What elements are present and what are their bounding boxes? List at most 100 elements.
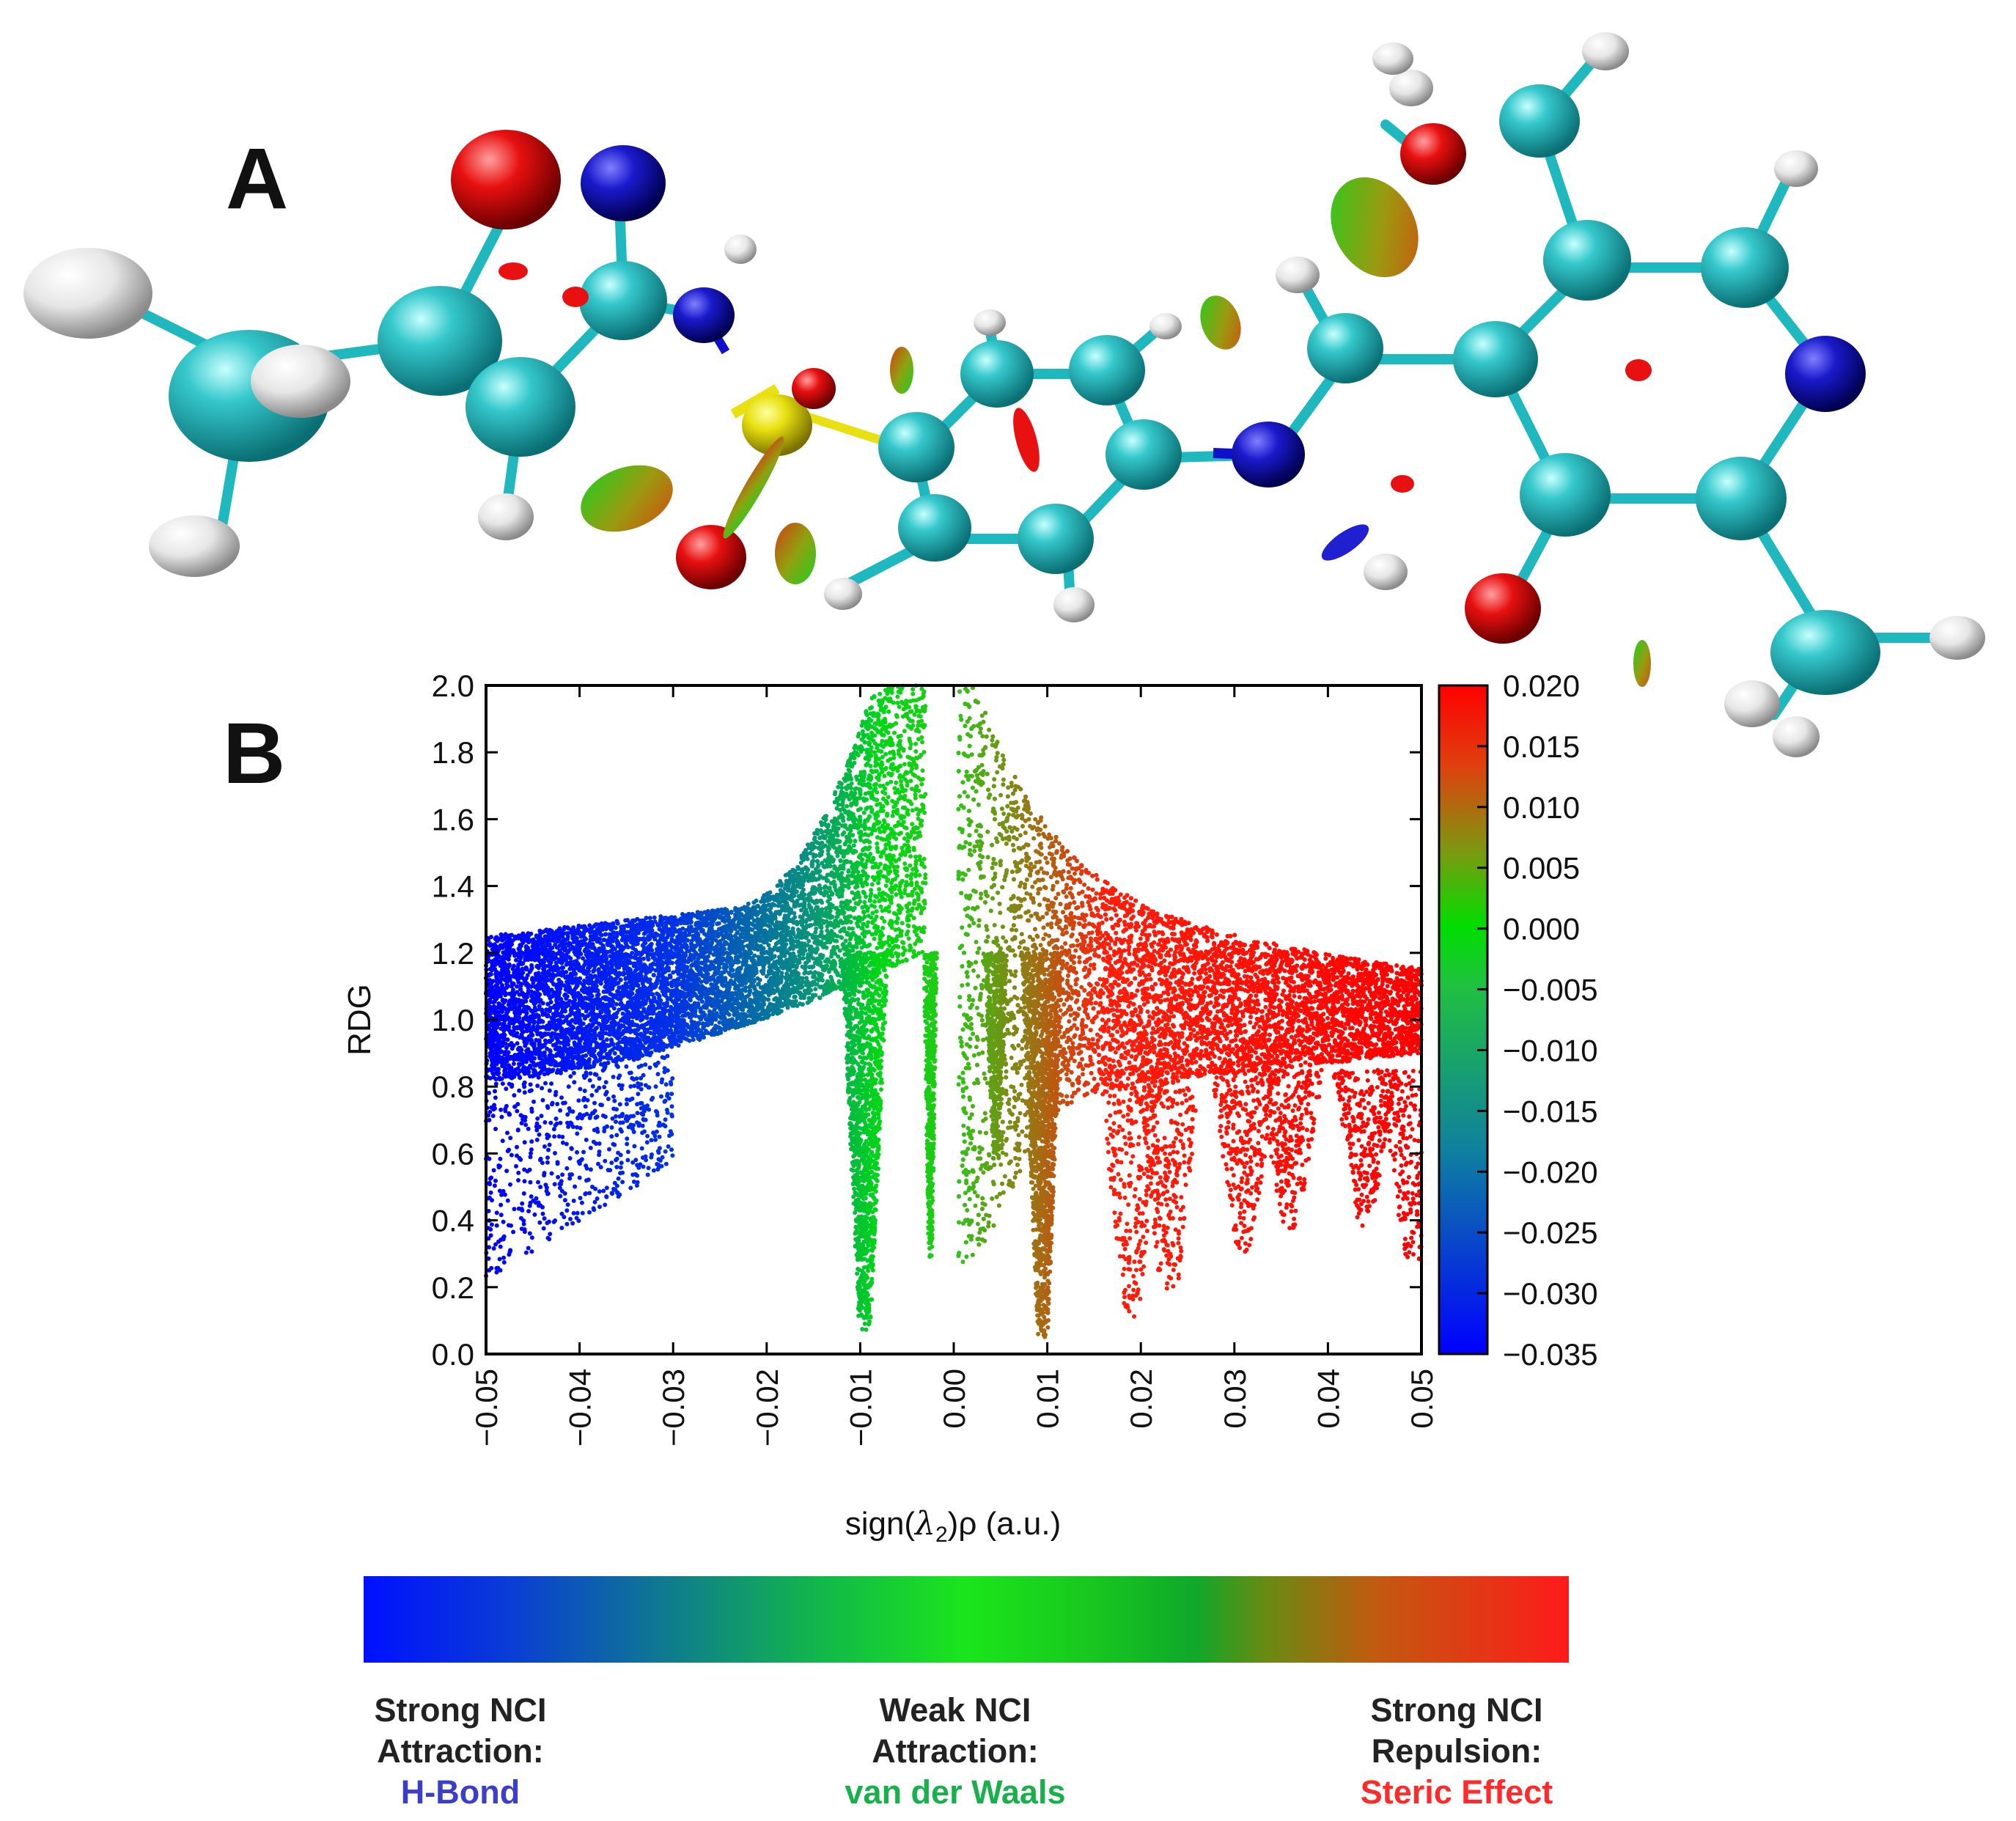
scatter-point — [850, 890, 855, 895]
scatter-point — [563, 1067, 568, 1073]
scatter-point — [826, 969, 831, 974]
scatter-point — [560, 1014, 565, 1019]
scatter-point — [913, 874, 919, 878]
scatter-point — [509, 1046, 515, 1051]
panel-b-label: B — [223, 704, 285, 803]
scatter-point — [881, 818, 886, 823]
scatter-point — [877, 826, 882, 831]
scatter-point — [913, 826, 918, 831]
scatter-point — [877, 772, 882, 777]
scatter-point — [848, 860, 853, 864]
scatter-point — [564, 1049, 569, 1054]
scatter-point — [902, 762, 907, 767]
scatter-point — [863, 791, 868, 796]
scatter-point — [910, 687, 916, 692]
scatter-point — [892, 730, 897, 735]
scatter-point — [898, 763, 902, 768]
scatter-point — [910, 822, 915, 827]
scatter-point — [845, 803, 850, 809]
scatter-point — [897, 857, 902, 861]
scatter-point — [921, 856, 927, 861]
scatter-point — [914, 906, 919, 911]
scatter-point — [912, 830, 916, 835]
scatter-point — [907, 893, 912, 897]
scatter-point — [669, 926, 674, 931]
nci-isosurfaces — [499, 177, 1652, 687]
scatter-point — [795, 960, 801, 965]
scatter-point — [511, 1062, 516, 1066]
scatter-point — [914, 698, 919, 703]
scatter-point — [779, 974, 784, 979]
scatter-point — [905, 839, 910, 844]
scatter-point — [872, 899, 877, 904]
scatter-point — [875, 841, 880, 846]
panel-a-label: A — [226, 129, 288, 229]
scatter-point — [889, 847, 894, 852]
scatter-point — [875, 865, 880, 869]
scatter-point — [862, 740, 867, 745]
scatter-point — [869, 745, 874, 750]
scatter-point — [564, 970, 569, 974]
scatter-point — [858, 814, 862, 820]
molecule-atoms — [23, 32, 1985, 757]
scatter-point — [864, 846, 869, 851]
scatter-point — [756, 982, 760, 987]
scatter-point — [866, 920, 871, 925]
scatter-point — [487, 1000, 492, 1005]
scatter-point — [895, 694, 900, 699]
scatter-point — [878, 933, 883, 938]
scatter-point — [908, 742, 913, 747]
scatter-point — [891, 864, 897, 869]
scatter-point — [837, 948, 842, 953]
scatter-point — [908, 863, 913, 868]
scatter-point — [883, 883, 889, 889]
scatter-point — [842, 830, 847, 835]
scatter-point — [618, 977, 623, 982]
scatter-point — [815, 858, 820, 864]
scatter-point — [916, 737, 921, 742]
scatter-point — [897, 705, 902, 710]
scatter-point — [862, 934, 867, 939]
scatter-point — [807, 905, 812, 910]
scatter-point — [813, 930, 818, 935]
scatter-point — [825, 845, 831, 850]
rdg-scatter-chart: 0.00.20.40.60.81.01.21.41.61.82.0 −0.05−… — [342, 669, 1598, 1547]
scatter-point — [614, 1001, 619, 1007]
scatter-point — [914, 891, 919, 896]
scatter-point — [908, 854, 913, 859]
scatter-point — [915, 835, 920, 840]
scatter-point — [671, 970, 676, 975]
scatter-point — [825, 928, 830, 933]
scatter-point — [880, 916, 884, 921]
scatter-point — [779, 883, 784, 888]
scatter-point — [754, 898, 759, 903]
scatter-point — [882, 773, 887, 779]
scatter-point — [894, 836, 899, 842]
scatter-point — [798, 914, 803, 919]
scatter-point — [900, 921, 905, 926]
scatter-point — [838, 858, 843, 863]
scatter-point — [768, 949, 773, 954]
scatter-point — [888, 869, 893, 874]
scatter-point — [895, 700, 900, 705]
molecule-illustration — [23, 32, 1985, 757]
scatter-point — [717, 1020, 722, 1025]
scatter-point — [916, 788, 921, 793]
scatter-point — [653, 981, 658, 986]
scatter-point — [889, 765, 894, 770]
scatter-point — [809, 998, 814, 1003]
scatter-point — [866, 913, 871, 919]
scatter-point — [856, 890, 861, 895]
scatter-point — [923, 875, 928, 880]
scatter-point — [581, 956, 586, 961]
scatter-point — [897, 738, 902, 743]
scatter-point — [875, 894, 880, 900]
scatter-point — [869, 882, 875, 887]
scatter-point — [598, 932, 603, 937]
scatter-point — [873, 786, 878, 791]
scatter-point — [894, 844, 899, 849]
scatter-point — [905, 909, 910, 914]
scatter-point — [812, 835, 817, 840]
scatter-point — [913, 704, 919, 709]
